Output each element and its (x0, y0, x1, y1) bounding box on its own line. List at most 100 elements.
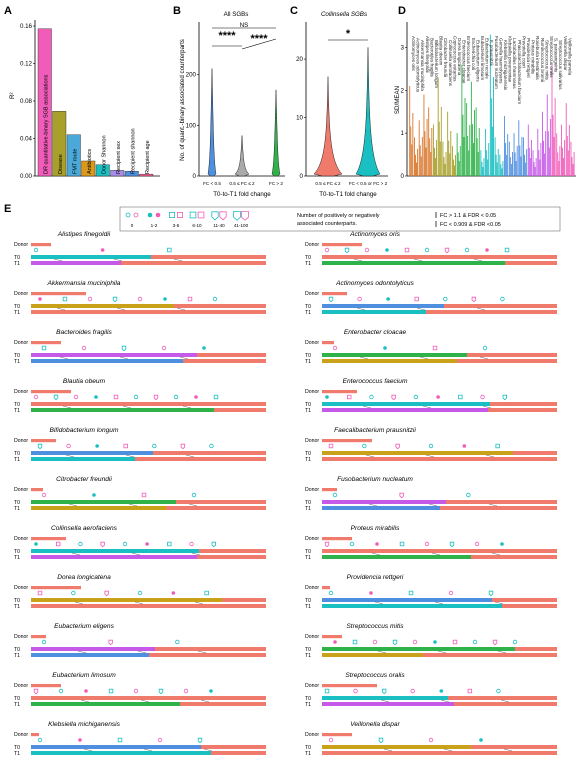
legend-size-label: 0 (131, 223, 134, 228)
t0-bar (511, 255, 557, 259)
mapping-line (179, 356, 189, 360)
t0-row-label: T0 (305, 451, 311, 457)
association-symbol (158, 688, 164, 695)
panel-d-species-label: Lactobacillus rhamnosus (512, 38, 517, 89)
association-symbol (410, 688, 415, 694)
association-symbol (375, 542, 379, 546)
donor-bar (31, 341, 61, 345)
donor-bar (322, 733, 352, 737)
t1-bar (505, 261, 557, 265)
t0-bar (31, 353, 197, 357)
association-symbol (41, 345, 47, 351)
mapping-line (356, 307, 366, 311)
donor-row-label: Donor (305, 487, 319, 493)
species-name: Proteus mirabilis (351, 525, 400, 532)
association-symbol (466, 492, 471, 498)
t0-bar (31, 402, 220, 406)
t0-bar (322, 255, 511, 259)
legend-fc-down: FC < 0.909 & FDR <0.05 (440, 222, 501, 228)
donor-bar (31, 586, 81, 590)
panel-d-species-label: Collinsella aerofaciens (448, 40, 453, 87)
mapping-line (476, 307, 486, 311)
association-symbol (123, 443, 128, 449)
t1-bar (502, 604, 557, 608)
donor-bar (322, 537, 352, 541)
mapping-line (503, 748, 513, 752)
t0-bar (513, 451, 557, 455)
association-symbol (449, 541, 455, 548)
species-name: Klebsiella michiganensis (48, 721, 121, 728)
panel-d-species-label: Eubacterium eligens (475, 40, 480, 82)
mapping-line (368, 503, 378, 507)
legend-symbol-negative (241, 211, 249, 221)
panel-d-species-label: Ruminococcus bromii (540, 38, 545, 82)
legend-text-1: Number of positively or negatively (297, 213, 380, 219)
panel-b-xlabel: T0-to-T1 fold change (213, 191, 271, 198)
association-symbol (173, 394, 179, 400)
t0-bar (322, 353, 467, 357)
association-symbol (78, 738, 82, 742)
association-symbol (167, 247, 172, 253)
mapping-line (131, 552, 141, 556)
t1-bar (214, 408, 266, 412)
mapping-line (53, 258, 63, 262)
panel-d-species-label: Streptococcus salivarius (558, 40, 563, 90)
t0-bar (31, 304, 174, 308)
panel-d-ytick-label: 2 (401, 87, 405, 94)
panel-b-ytick-label: 100 (186, 122, 197, 129)
panel-a-bar (124, 171, 139, 177)
t1-row-label: T1 (14, 359, 20, 365)
association-symbol (62, 296, 68, 302)
mapping-line (419, 356, 429, 360)
association-symbol (324, 247, 330, 253)
t1-bar (149, 653, 266, 657)
panel-b-sig-label: NS (240, 22, 249, 29)
t0-bar (467, 353, 557, 357)
panel-b-violin (207, 68, 217, 177)
association-symbol (211, 541, 216, 548)
mapping-line (440, 699, 450, 703)
t0-bar (31, 598, 222, 602)
t0-row-label: T0 (14, 745, 20, 751)
panel-c-xlabel: T0-to-T1 fold change (319, 191, 377, 198)
t1-row-label: T1 (14, 653, 20, 659)
t0-row-label: T0 (305, 402, 311, 408)
t1-row-label: T1 (305, 604, 311, 610)
t1-row-label: T1 (305, 555, 311, 561)
panel-c-title: Collinsella SGBs (321, 11, 367, 18)
legend-symbol-positive (233, 211, 241, 221)
t1-row-label: T1 (305, 310, 311, 316)
association-symbol (324, 688, 330, 694)
association-symbol (385, 248, 389, 252)
t0-bar (178, 696, 266, 700)
donor-bar (322, 439, 372, 443)
association-symbol (500, 542, 504, 546)
association-symbol (386, 297, 390, 301)
panel-a-category-label: FMT route (72, 149, 78, 174)
panel-d-ytick-label: 1 (401, 130, 405, 137)
donor-bar (322, 243, 362, 247)
t1-bar (31, 702, 180, 706)
mapping-line (434, 601, 444, 605)
species-name: Eubacterium limosum (52, 672, 116, 679)
t0-row-label: T0 (305, 696, 311, 702)
association-symbol (424, 541, 430, 547)
association-symbol (204, 590, 209, 596)
legend-fc-up: FC > 1.1 & FDR < 0.05 (440, 213, 496, 219)
association-symbol (183, 688, 189, 694)
t1-row-label: T1 (305, 457, 311, 463)
donor-row-label: Donor (14, 634, 28, 640)
donor-bar (31, 684, 61, 688)
mapping-line (200, 699, 210, 703)
mapping-line (59, 356, 69, 360)
species-name: Bifidobacterium longum (50, 427, 119, 434)
panel-d-species-label: Klebsiella michiganensis (503, 40, 508, 91)
panel-a-bar-chart: R² 0.00 0.04 0.08 0.12 0.16 DR quantitative-b… (9, 20, 160, 180)
panel-b-sig-label: **** (218, 30, 236, 42)
association-symbol (439, 689, 444, 693)
t0-bar (31, 451, 153, 455)
mapping-line (77, 650, 87, 654)
mapping-line (185, 454, 195, 458)
mapping-line (191, 552, 201, 556)
donor-row-label: Donor (14, 732, 28, 738)
